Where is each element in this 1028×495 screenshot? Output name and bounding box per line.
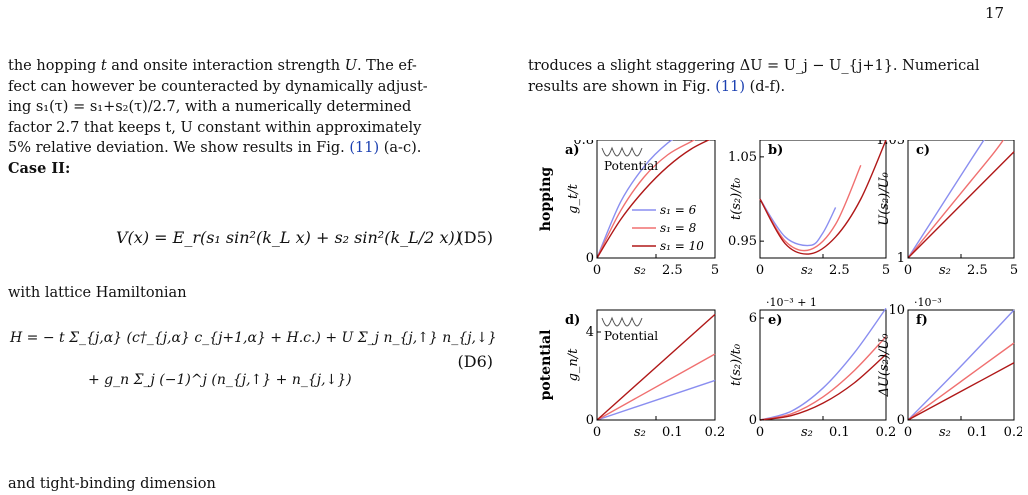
series-line-e-1 [759,307,887,421]
legend-label-3: s₁ = 10 [660,239,704,253]
x-tick-label-b-0: 0 [756,263,764,278]
series-line-f-1 [907,309,1015,421]
x-tick-label-e-0: 0 [756,425,764,440]
series-line-a-2 [596,140,696,259]
series-line-c-3 [907,151,1015,259]
x-tick-label-a-2: 5 [711,263,719,278]
panel-label-c: c) [916,143,930,158]
y-tick-label-b-1: 0.95 [728,234,757,249]
x-axis-label-d: s₂ [634,425,646,440]
x-tick-label-d-0: 0 [593,425,601,440]
right-column: troduces a slight staggering ΔU = U_j − … [528,56,1015,97]
series-line-e-3 [759,353,887,421]
series-line-d-3 [596,313,716,421]
multiplier-e: ·10⁻³ + 1 [766,296,817,309]
legend-label-2: s₁ = 8 [660,221,697,235]
panel-label-b: b) [768,143,783,158]
potential-label-1: Potential [604,329,658,343]
x-tick-label-a-0: 0 [593,263,601,278]
y-tick-label-f-1: 0 [897,413,905,428]
y-axis-label-a: g_t/t [566,183,581,213]
x-tick-label-b-2: 5 [882,263,890,278]
x-tick-label-d-1: 0.1 [662,425,683,440]
y-tick-label-a-0: 0 [586,251,594,266]
equation-number-d5: (D5) [457,228,494,247]
figure-11: a) 0 2.5 5 s₂ 0 0.8 g_t/t b) 0 2.5 5 s₂ 1.05 0.95 t(s₂)… [538,140,1022,440]
x-tick-label-f-2: 0.2 [1004,425,1022,440]
series-line-b-1 [759,198,837,247]
series-line-f-3 [907,362,1015,421]
row-label-potential: potential [538,330,554,401]
series-line-f-2 [907,342,1015,421]
potential-label-0: Potential [604,159,658,173]
y-tick-label-d-0: 0 [586,413,594,428]
x-tick-label-e-1: 0.1 [829,425,850,440]
x-tick-label-d-2: 0.2 [705,425,726,440]
y-axis-label-c: U(s₂)/U₀ [877,171,892,225]
potential-wave-icon-1 [601,316,643,327]
series-line-b-3 [759,140,887,255]
trailing-text: and tight-binding dimension [8,476,216,492]
series-line-c-2 [907,140,1004,259]
equation-number-d6: (D6) [457,352,494,371]
x-tick-label-f-1: 0.1 [967,425,988,440]
paragraph-staggering: troduces a slight staggering ΔU = U_j − … [528,58,980,95]
y-tick-label-d-1: 4 [586,325,594,340]
series-line-c-1 [907,140,985,259]
x-tick-label-c-2: 5 [1010,263,1018,278]
y-tick-label-c-0: 1.05 [876,140,905,148]
x-axis-label-c: s₂ [939,263,951,278]
series-line-a-3 [596,140,711,259]
case-heading: Case II: [8,159,71,177]
y-axis-label-e: t(s₂)/t₀ [729,343,744,386]
series-line-a-1 [596,140,674,259]
x-tick-label-c-0: 0 [904,263,912,278]
x-axis-label-a: s₂ [634,263,646,278]
x-axis-label-b: s₂ [801,263,813,278]
y-tick-label-e-1: 0 [749,413,757,428]
y-axis-label-d: g_n/t [566,348,581,382]
with-hamiltonian-text: with lattice Hamiltonian [8,285,187,301]
x-tick-label-c-1: 2.5 [967,263,988,278]
series-line-e-2 [759,336,887,421]
series-line-d-1 [596,379,716,421]
panel-label-d: d) [565,313,580,328]
panel-label-f: f) [916,313,928,328]
series-line-d-2 [596,353,716,421]
x-axis-label-e: s₂ [801,425,813,440]
panel-label-a: a) [565,143,580,158]
page-number: 17 [985,4,1005,22]
x-tick-label-a-1: 2.5 [662,263,683,278]
x-tick-label-f-0: 0 [904,425,912,440]
x-tick-label-b-1: 2.5 [829,263,850,278]
row-label-hopping: hopping [538,167,554,232]
equation-d6: H = − t Σ_{j,α} (c†_{j,α} c_{j+1,α} + H.… [10,330,497,388]
figure-reference-link-2[interactable]: (11) [715,78,745,95]
potential-wave-icon-0 [601,146,643,157]
legend-label-1: s₁ = 6 [660,203,697,217]
panel-label-e: e) [768,313,782,328]
multiplier-f: ·10⁻³ [914,296,942,309]
y-tick-label-e-0: 6 [749,311,757,326]
y-axis-label-b: t(s₂)/t₀ [729,177,744,220]
y-tick-label-a-1: 0.8 [573,140,594,148]
y-axis-label-f: ΔU(s₂)/U₀ [877,333,892,398]
y-tick-label-c-1: 1 [897,251,905,266]
paragraph-hopping: the hopping t and onsite interaction str… [8,58,428,177]
x-axis-label-f: s₂ [939,425,951,440]
series-line-b-2 [759,165,862,252]
y-tick-label-f-0: 10 [888,303,905,318]
left-column: the hopping t and onsite interaction str… [8,56,493,179]
figure-reference-link[interactable]: (11) [349,140,380,156]
x-tick-label-e-2: 0.2 [876,425,897,440]
y-tick-label-b-0: 1.05 [728,150,757,165]
